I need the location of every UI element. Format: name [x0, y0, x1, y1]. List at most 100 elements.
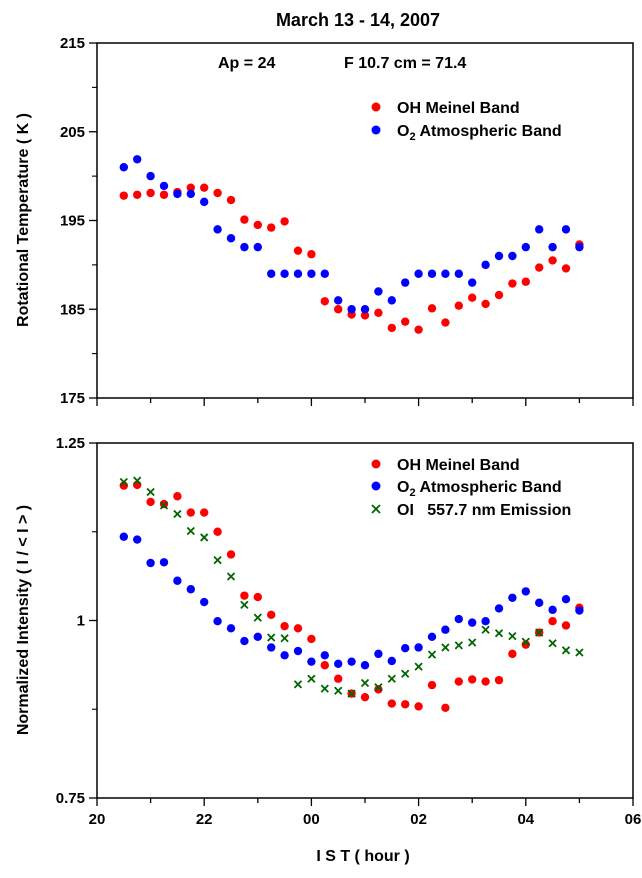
y-tick-label: 215 — [60, 35, 85, 52]
data-point — [267, 269, 276, 278]
data-point-x — [307, 674, 316, 683]
data-point — [548, 256, 557, 265]
data-point — [494, 675, 504, 685]
data-point-x — [561, 646, 571, 655]
data-point — [186, 508, 195, 517]
top-panel: 175 185 195 205 215 Ap = 24 F 10.7 cm = 71.4… — [15, 35, 634, 407]
top-data-points — [119, 155, 584, 334]
data-point-x — [508, 631, 517, 641]
data-point — [441, 703, 450, 713]
data-point — [146, 558, 155, 568]
data-point — [347, 305, 356, 314]
data-point-x — [414, 662, 423, 671]
x-tick-label: 20 — [89, 811, 106, 828]
data-point — [293, 246, 303, 255]
data-point — [293, 646, 303, 656]
data-point — [200, 197, 209, 207]
bottom-legend-oi-marker — [371, 504, 381, 514]
bottom-panel: 20 22 00 02 04 06 0.75 1 1.25 Normalized Intens… — [15, 435, 641, 865]
data-point — [240, 242, 249, 252]
data-point — [334, 674, 343, 683]
data-point — [548, 242, 557, 252]
data-point-x — [468, 638, 477, 647]
data-point — [360, 661, 370, 670]
top-legend-o2-marker — [371, 125, 381, 135]
data-point — [521, 587, 530, 596]
data-point — [159, 181, 169, 191]
data-point — [561, 595, 571, 604]
data-point-x — [401, 669, 410, 678]
data-point — [427, 632, 437, 642]
data-point-x — [240, 600, 249, 610]
data-point — [427, 680, 437, 690]
data-point — [186, 189, 195, 199]
data-point — [427, 269, 437, 278]
data-point — [213, 617, 222, 626]
bottom-legend-oh-marker — [371, 459, 381, 469]
data-point — [374, 287, 383, 296]
top-y-axis-label: Rotational Temperature ( K ) — [15, 113, 32, 327]
data-point-x — [575, 648, 584, 657]
data-point — [521, 640, 530, 649]
data-point — [119, 191, 128, 200]
data-point-x — [360, 678, 370, 688]
data-point — [133, 535, 142, 544]
data-point — [280, 651, 289, 660]
data-point-x — [253, 613, 262, 622]
data-point — [561, 225, 571, 234]
data-point — [387, 296, 396, 305]
data-point — [494, 251, 504, 261]
x-tick-label: 04 — [517, 811, 534, 828]
data-point — [200, 597, 209, 607]
data-point — [521, 242, 530, 252]
data-point — [387, 699, 396, 708]
data-point — [575, 242, 584, 252]
x-tick-label: 22 — [196, 811, 213, 828]
data-point — [441, 318, 450, 327]
data-point — [468, 293, 477, 302]
data-point — [280, 217, 289, 226]
top-legend-oh-label: OH Meinel Band — [397, 100, 520, 117]
y-tick-label: 1 — [77, 613, 85, 630]
data-point — [133, 155, 142, 164]
data-point — [320, 661, 329, 670]
bottom-legend-oi-label: OI 557.7 nm Emission — [397, 502, 571, 519]
data-point — [454, 269, 463, 278]
data-point — [374, 308, 383, 317]
data-point — [226, 550, 236, 559]
data-point — [320, 297, 329, 306]
data-point-x — [481, 625, 490, 634]
data-point-x — [535, 628, 544, 637]
data-point — [374, 685, 383, 694]
bottom-legend: OH Meinel Band O2 Atmospheric Band OI 55… — [371, 457, 571, 519]
data-point — [481, 677, 490, 686]
data-point — [521, 277, 530, 286]
data-point — [387, 323, 396, 333]
data-point-x — [347, 689, 356, 698]
ap-annotation: Ap = 24 — [218, 55, 275, 72]
data-point — [334, 296, 343, 305]
y-tick-label: 185 — [60, 301, 85, 318]
data-point — [173, 576, 182, 585]
data-point — [481, 617, 490, 626]
data-point-x — [200, 533, 209, 542]
data-point — [159, 499, 169, 509]
data-point — [159, 558, 169, 567]
y-tick-label: 1.25 — [56, 435, 85, 452]
top-plot-frame — [96, 42, 634, 399]
data-point — [240, 215, 249, 224]
data-point — [173, 492, 182, 501]
data-point — [454, 614, 463, 624]
data-point — [575, 606, 584, 615]
data-point — [374, 649, 383, 659]
data-point — [401, 278, 410, 287]
top-legend-o2-label: O2 Atmospheric Band — [397, 123, 562, 143]
data-point — [441, 625, 450, 634]
data-point — [427, 304, 437, 313]
data-point-x — [267, 633, 276, 642]
data-point — [133, 480, 142, 490]
data-point — [146, 188, 155, 198]
data-point-x — [521, 637, 530, 646]
data-point — [561, 621, 571, 630]
